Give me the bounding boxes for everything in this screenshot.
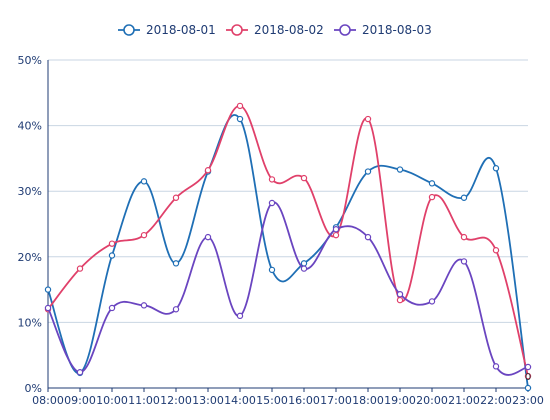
x-tick-label: 15:00 (256, 394, 288, 407)
data-point (108, 304, 116, 312)
data-point (524, 384, 532, 392)
x-tick-label: 12:00 (160, 394, 192, 407)
x-tick-label: 21:00 (448, 394, 480, 407)
data-point (140, 302, 148, 309)
x-tick-label: 10:00 (96, 394, 128, 407)
legend-marker (339, 24, 351, 36)
legend-label: 2018-08-01 (146, 23, 216, 37)
data-point (236, 312, 244, 320)
data-point (236, 102, 244, 110)
legend-label: 2018-08-02 (254, 23, 324, 37)
data-point (204, 233, 212, 241)
data-point (300, 260, 308, 267)
data-point (44, 286, 52, 293)
data-point (524, 363, 532, 371)
data-point (172, 194, 180, 201)
x-tick-label: 16:00 (288, 394, 320, 407)
series-line (47, 114, 529, 389)
data-point (396, 166, 404, 173)
data-point (140, 178, 148, 185)
data-point (460, 258, 468, 265)
y-axis-ticks: 0% 10% 20% 30% 40% 50% (18, 54, 42, 395)
grid-lines (48, 59, 528, 323)
x-tick-label: 18:00 (352, 394, 384, 407)
data-point (492, 247, 500, 254)
data-point (492, 363, 500, 370)
data-point (76, 369, 84, 376)
data-point (140, 231, 148, 239)
data-point (300, 265, 308, 272)
y-tick-label: 10% (18, 316, 42, 329)
series-lines (44, 102, 532, 392)
data-point (332, 226, 340, 233)
data-point (108, 252, 116, 259)
data-point (460, 233, 468, 241)
data-point (332, 231, 340, 239)
data-point (524, 372, 532, 380)
legend-item[interactable]: 2018-08-02 (226, 23, 324, 37)
series-2018-08-01 (44, 114, 532, 392)
series-2018-08-02 (44, 102, 532, 380)
y-tick-label: 30% (18, 185, 42, 198)
x-tick-label: 20:00 (416, 394, 448, 407)
legend[interactable]: 2018-08-01 2018-08-02 2018-08-03 (118, 23, 432, 37)
legend-marker (123, 24, 135, 36)
data-point (364, 233, 372, 241)
data-point (268, 176, 276, 183)
data-point (236, 115, 244, 123)
y-tick-label: 50% (18, 54, 42, 67)
data-point (364, 115, 372, 123)
x-tick-label: 08:00 (32, 394, 64, 407)
legend-marker (231, 24, 243, 36)
series-2018-08-03 (44, 199, 532, 376)
data-point (364, 168, 372, 175)
legend-item[interactable]: 2018-08-01 (118, 23, 216, 37)
data-point (204, 167, 212, 174)
y-tick-label: 20% (18, 251, 42, 264)
data-point (268, 266, 276, 274)
x-axis-ticks: 08:00 09:00 10:00 11:00 12:00 13:00 14:00 15:00… (32, 388, 544, 407)
x-tick-label: 23:00 (512, 394, 544, 407)
y-tick-label: 40% (18, 120, 42, 133)
end-point-label: 0 (525, 372, 531, 383)
data-point (396, 296, 404, 304)
data-point (76, 265, 84, 272)
data-point (172, 306, 180, 313)
x-tick-label: 14:00 (224, 394, 256, 407)
data-point (44, 304, 52, 312)
annotations: 0 (525, 372, 531, 383)
series-line (47, 105, 529, 377)
x-tick-label: 19:00 (384, 394, 416, 407)
data-point (396, 290, 404, 298)
x-tick-label: 11:00 (128, 394, 160, 407)
data-point (428, 180, 436, 187)
data-point (492, 165, 500, 172)
axes (47, 60, 528, 389)
data-point (428, 193, 436, 201)
data-point (428, 298, 436, 305)
x-tick-label: 22:00 (480, 394, 512, 407)
x-tick-label: 09:00 (64, 394, 96, 407)
y-tick-label: 0% (25, 382, 42, 395)
legend-item[interactable]: 2018-08-03 (334, 23, 432, 37)
data-point (108, 240, 116, 247)
data-point (172, 260, 180, 267)
series-line (47, 201, 529, 376)
data-point (268, 199, 276, 207)
data-point (300, 174, 308, 182)
x-tick-label: 13:00 (192, 394, 224, 407)
x-tick-label: 17:00 (320, 394, 352, 407)
data-point (460, 194, 468, 201)
legend-label: 2018-08-03 (362, 23, 432, 37)
